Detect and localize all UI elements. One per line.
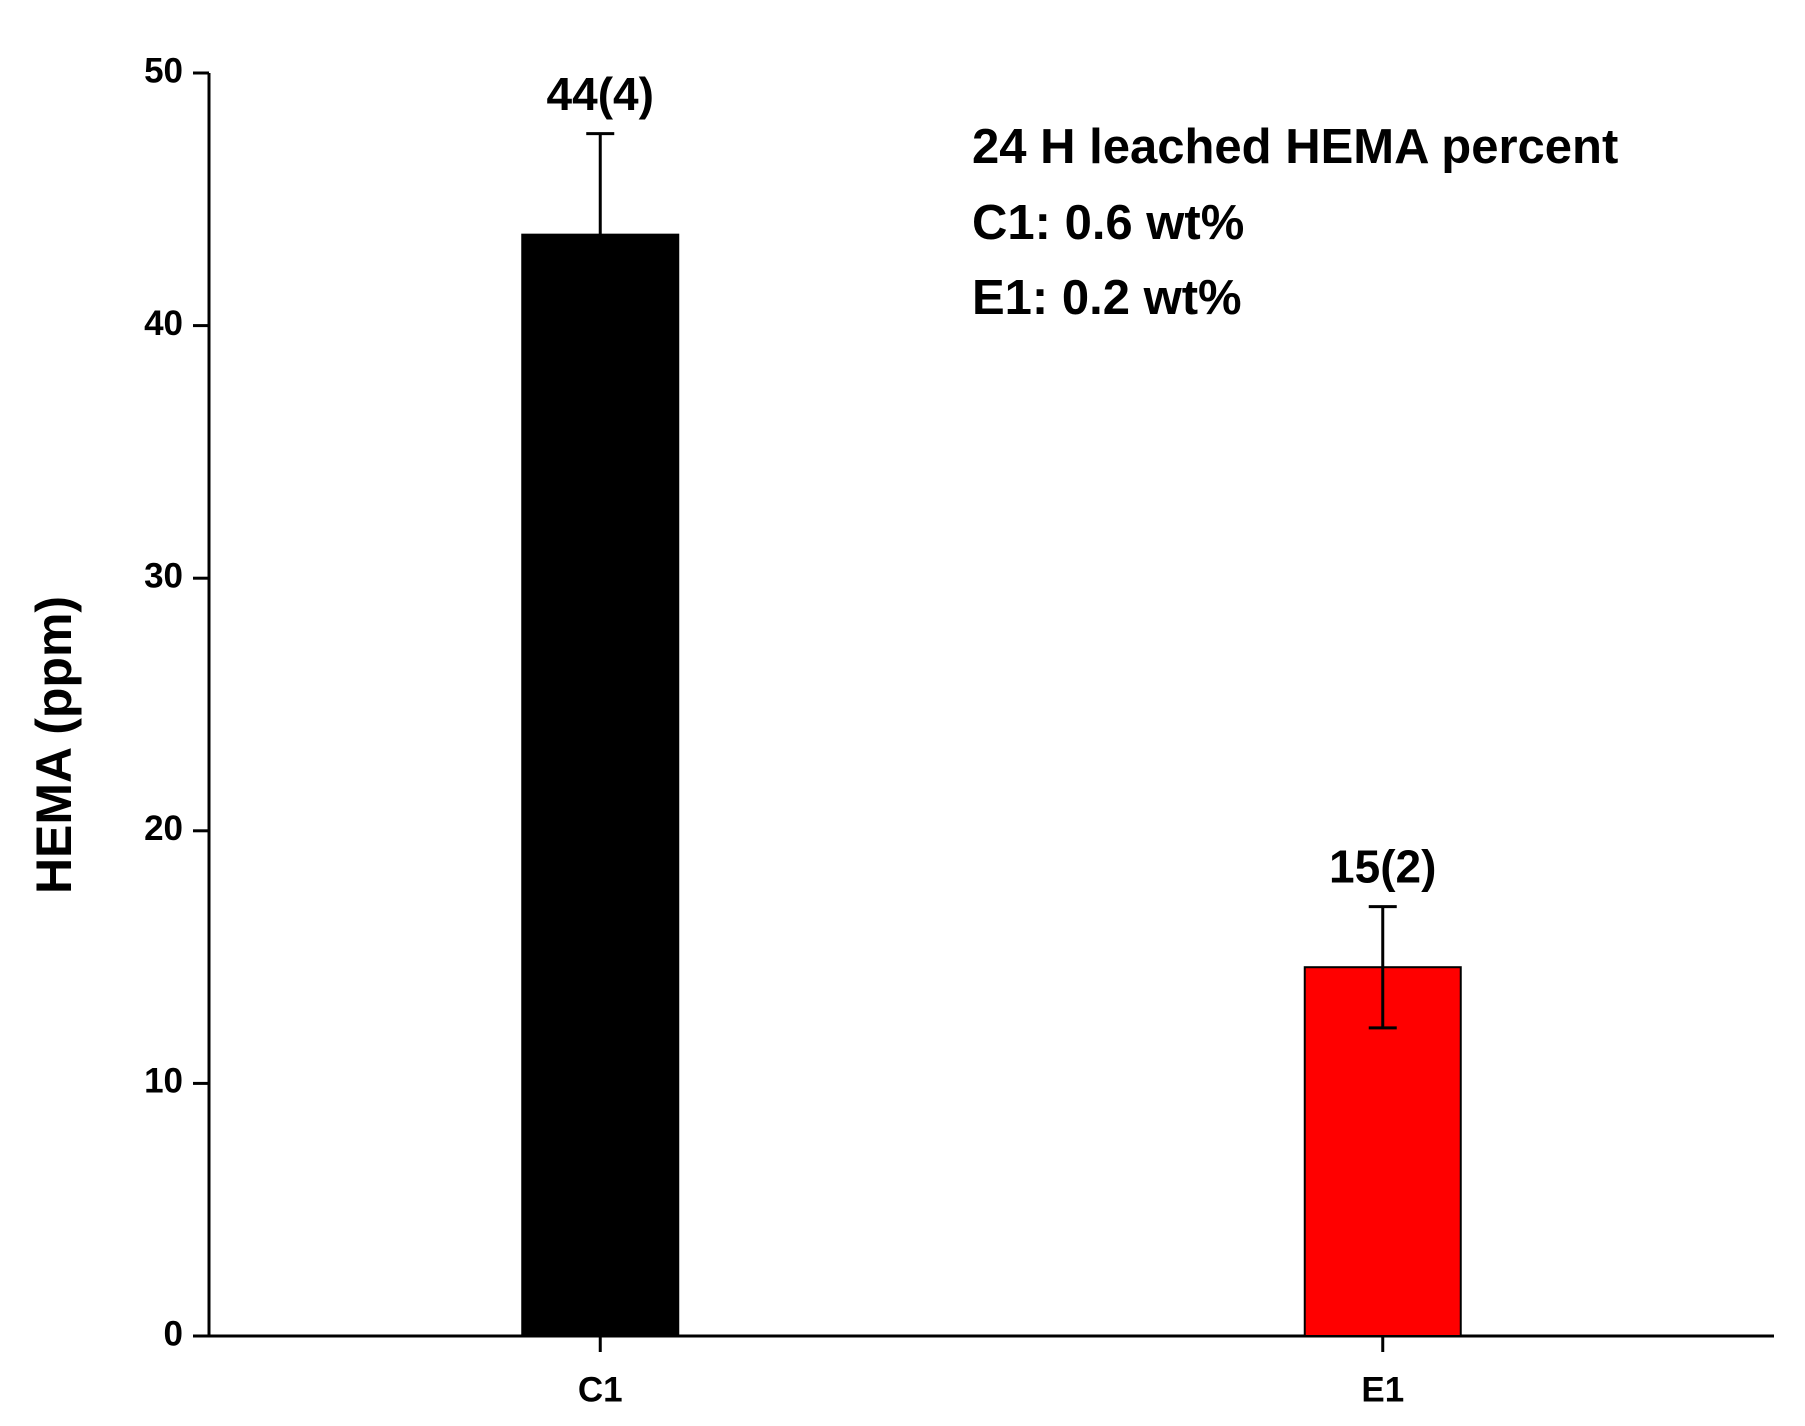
annotation: E1: 0.2 wt% [972,271,1242,325]
bar [521,233,680,1338]
error-bar [1368,905,1397,1030]
value-label: 15(2) [1329,841,1436,893]
y-tick-label: 0 [164,1314,183,1353]
value-label: 44(4) [547,68,654,120]
x-tick-label: C1 [578,1370,623,1409]
annotation: 24 H leached HEMA percent [972,120,1618,174]
y-tick-label: 30 [144,556,183,595]
y-tick-label: 10 [144,1062,183,1101]
x-tick-label: E1 [1361,1370,1404,1409]
y-tick-label: 50 [144,51,183,90]
y-tick-label: 40 [144,304,183,343]
y-tick-label: 20 [144,809,183,848]
y-axis-label: HEMA (ppm) [26,596,82,894]
annotation: C1: 0.6 wt% [972,196,1244,250]
error-bar [586,132,615,338]
